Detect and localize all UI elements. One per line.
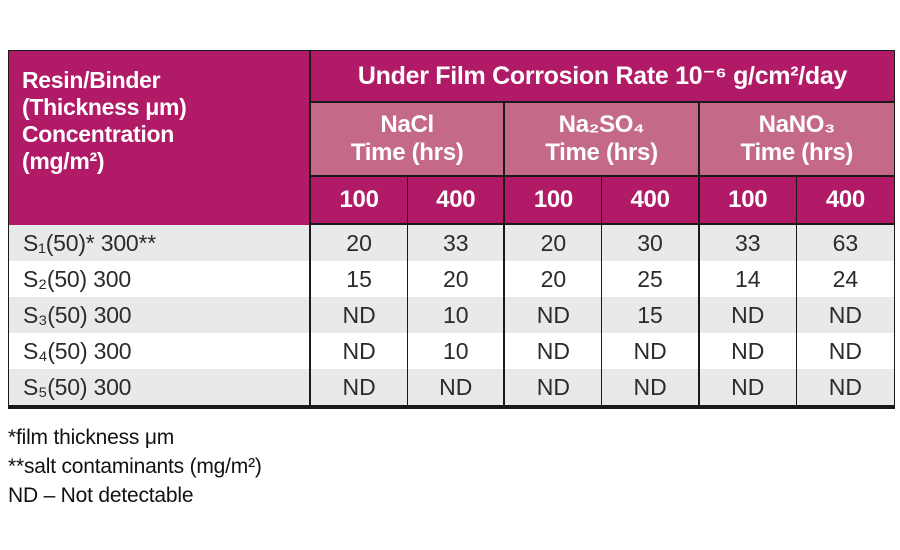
- data-cell: 20: [408, 261, 506, 297]
- data-cell: 15: [311, 261, 409, 297]
- data-cell: ND: [311, 369, 409, 405]
- data-cell: 15: [602, 297, 700, 333]
- column-group-nano3: NaNO₃ Time (hrs): [699, 103, 894, 177]
- data-cell: 20: [311, 225, 409, 261]
- data-cell: ND: [796, 297, 894, 333]
- data-cell: 33: [699, 225, 797, 261]
- table-title: Under Film Corrosion Rate 10⁻⁶ g/cm²/day: [311, 51, 894, 103]
- row-header-line-3: Concentration: [22, 121, 174, 147]
- data-cell: ND: [311, 333, 409, 369]
- column-group-nano3-salt: NaNO₃: [758, 111, 836, 138]
- row-label: S₁(50)* 300**: [9, 225, 311, 261]
- row-label: S₅(50) 300: [9, 369, 311, 405]
- row-label: S₃(50) 300: [9, 297, 311, 333]
- data-cell: 63: [796, 225, 894, 261]
- time-header: 400: [408, 177, 506, 225]
- data-cell: ND: [699, 369, 797, 405]
- footnote-nd-definition: ND – Not detectable: [8, 484, 194, 507]
- time-header: 100: [311, 177, 409, 225]
- time-header: 400: [796, 177, 894, 225]
- column-group-nacl-time: Time (hrs): [350, 139, 464, 166]
- column-group-na2so4-time: Time (hrs): [545, 139, 658, 166]
- row-header-cell: Resin/Binder (Thickness μm) Concentratio…: [9, 51, 311, 225]
- time-header: 100: [505, 177, 603, 225]
- row-header-text: Resin/Binder (Thickness μm) Concentratio…: [22, 67, 187, 175]
- data-cell: ND: [602, 333, 700, 369]
- row-header-line-1: Resin/Binder: [22, 67, 161, 93]
- data-cell: ND: [505, 333, 603, 369]
- data-cell: 25: [602, 261, 700, 297]
- column-group-na2so4-salt: Na₂SO₄: [558, 111, 645, 138]
- column-group-nacl-salt: NaCl: [380, 111, 434, 138]
- column-group-nacl: NaCl Time (hrs): [311, 103, 506, 177]
- time-header: 100: [699, 177, 797, 225]
- row-label: S₄(50) 300: [9, 333, 311, 369]
- time-header: 400: [602, 177, 700, 225]
- row-label: S₂(50) 300: [9, 261, 311, 297]
- footnotes: *film thickness μm **salt contaminants (…: [8, 423, 262, 510]
- data-cell: ND: [408, 369, 506, 405]
- footnote-salt-contaminants: **salt contaminants (mg/m²): [8, 455, 262, 478]
- data-cell: 14: [699, 261, 797, 297]
- row-header-line-4: (mg/m²): [22, 148, 105, 174]
- data-cell: ND: [505, 369, 603, 405]
- data-cell: ND: [505, 297, 603, 333]
- column-group-nano3-time: Time (hrs): [740, 139, 854, 166]
- row-header-line-2: (Thickness μm): [22, 94, 187, 120]
- data-cell: ND: [796, 369, 894, 405]
- data-cell: ND: [699, 333, 797, 369]
- data-cell: 20: [505, 225, 603, 261]
- data-cell: ND: [311, 297, 409, 333]
- corrosion-rate-table: Resin/Binder (Thickness μm) Concentratio…: [8, 50, 895, 409]
- footnote-film-thickness: *film thickness μm: [8, 426, 175, 449]
- data-cell: 10: [408, 297, 506, 333]
- data-cell: 24: [796, 261, 894, 297]
- data-cell: 33: [408, 225, 506, 261]
- data-cell: 30: [602, 225, 700, 261]
- data-cell: 10: [408, 333, 506, 369]
- data-cell: ND: [796, 333, 894, 369]
- data-cell: ND: [602, 369, 700, 405]
- data-cell: 20: [505, 261, 603, 297]
- column-group-na2so4: Na₂SO₄ Time (hrs): [505, 103, 700, 177]
- data-cell: ND: [699, 297, 797, 333]
